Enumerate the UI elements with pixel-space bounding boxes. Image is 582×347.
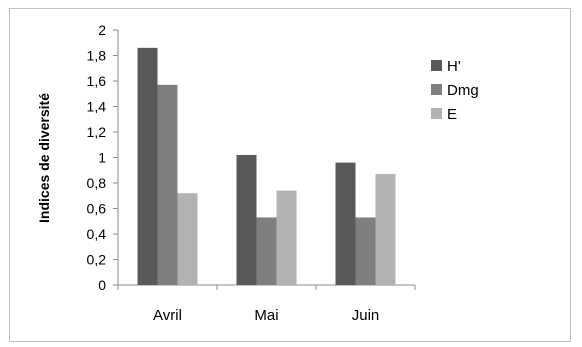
y-tick-label: 0,6 (87, 201, 107, 217)
y-tick-label: 1 (98, 150, 106, 166)
bars (137, 47, 396, 285)
y-tick-label: 1,6 (87, 73, 107, 89)
legend: H' Dmg E (431, 58, 479, 123)
x-tick-label: Juin (352, 307, 380, 324)
y-tick-label: 0,8 (87, 175, 107, 191)
legend-label: H' (447, 58, 461, 75)
bar (256, 217, 277, 285)
y-tick-label: 0,4 (87, 226, 107, 242)
legend-label: Dmg (447, 82, 479, 99)
bar (335, 162, 356, 285)
y-tick-label: 0,2 (87, 252, 107, 268)
y-tick-label: 1,4 (87, 99, 107, 115)
bar (236, 154, 257, 285)
x-tick-labels: Avril Mai Juin (153, 307, 379, 324)
y-tick-label: 1,2 (87, 124, 107, 140)
x-tick-label: Mai (254, 307, 278, 324)
bar (276, 190, 297, 285)
bar (177, 193, 198, 285)
bar (137, 47, 158, 285)
y-axis-label: Indices de diversité (36, 93, 52, 223)
legend-swatch (431, 108, 442, 119)
y-tick-labels: 0 0,2 0,4 0,6 0,8 1 1,2 1,4 1,6 1,8 2 (87, 22, 107, 293)
legend-label: E (447, 106, 457, 123)
bar (375, 174, 396, 285)
chart-frame (9, 8, 571, 342)
y-tick-label: 2 (98, 22, 106, 38)
bar (157, 84, 178, 285)
x-tick-label: Avril (153, 307, 182, 324)
legend-swatch (431, 84, 442, 95)
y-tick-label: 1,8 (87, 48, 107, 64)
legend-swatch (431, 60, 442, 71)
y-tick-label: 0 (98, 277, 106, 293)
bar (355, 217, 376, 285)
